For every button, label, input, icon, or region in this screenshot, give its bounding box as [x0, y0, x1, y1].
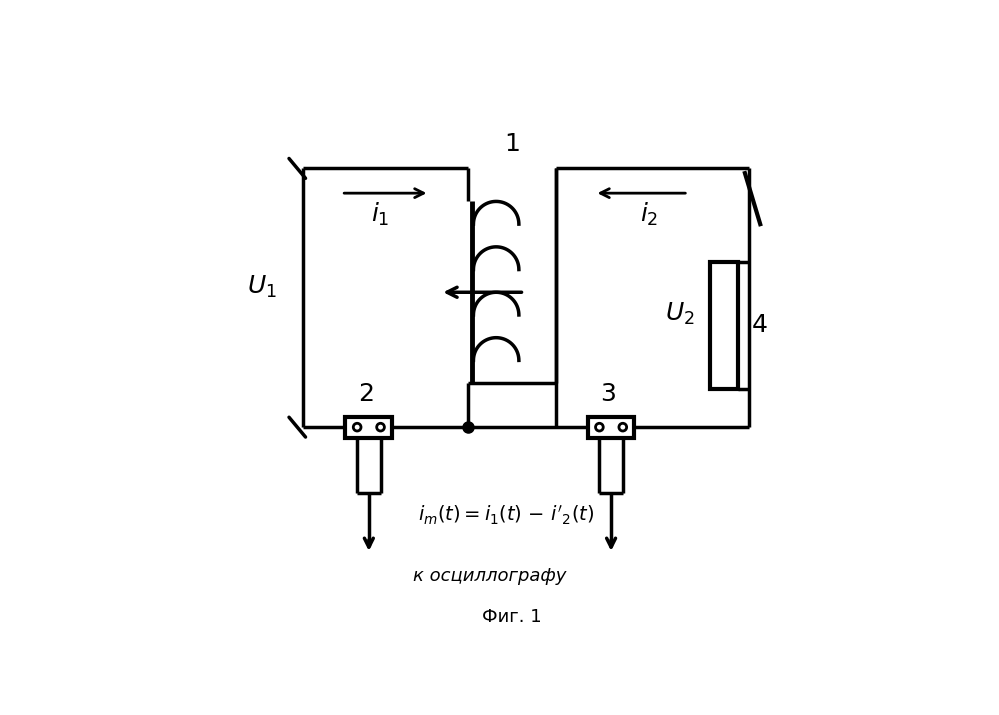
Text: $i_1$: $i_1$	[371, 200, 389, 227]
Bar	[587, 417, 634, 438]
Text: $\mathit{3}$: $\mathit{3}$	[600, 382, 616, 406]
Text: к осциллографу: к осциллографу	[414, 567, 566, 585]
Text: Фиг. 1: Фиг. 1	[483, 608, 541, 626]
Text: $i_m(t){=}i_1(t)\ {-}\ i'_2(t)$: $i_m(t){=}i_1(t)\ {-}\ i'_2(t)$	[419, 503, 594, 527]
Text: $\mathit{2}$: $\mathit{2}$	[359, 382, 374, 406]
Bar	[710, 262, 737, 388]
Text: $\mathit{1}$: $\mathit{1}$	[504, 132, 519, 156]
Text: $U_1$: $U_1$	[247, 274, 277, 300]
Text: $\mathit{4}$: $\mathit{4}$	[751, 313, 768, 337]
Text: $U_2$: $U_2$	[665, 301, 694, 327]
Text: $i_2$: $i_2$	[640, 200, 658, 227]
Bar	[346, 417, 393, 438]
